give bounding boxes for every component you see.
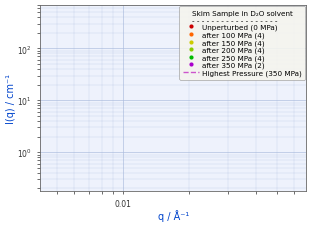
X-axis label: q / Å⁻¹: q / Å⁻¹ — [158, 210, 189, 222]
Y-axis label: I(q) / cm⁻¹: I(q) / cm⁻¹ — [6, 73, 16, 123]
Legend: Unperturbed (0 MPa), after 100 MPa (4), after 150 MPa (4), after 200 MPa (4), af: Unperturbed (0 MPa), after 100 MPa (4), … — [179, 7, 305, 80]
